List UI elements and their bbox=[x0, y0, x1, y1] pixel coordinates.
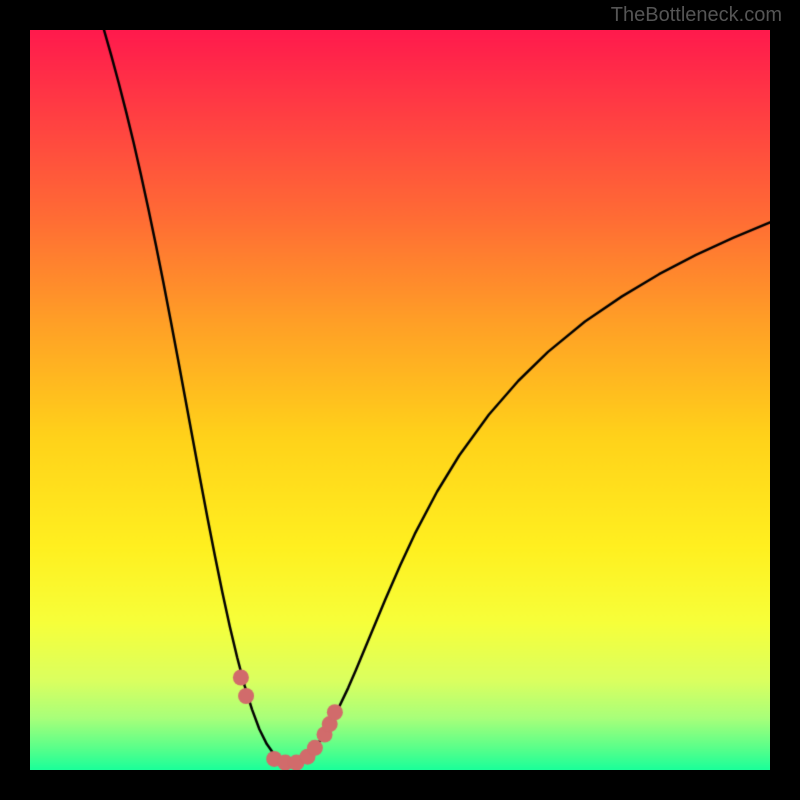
chart-curve-canvas bbox=[30, 30, 770, 770]
watermark-text: TheBottleneck.com bbox=[611, 4, 782, 27]
chart-plot-area bbox=[30, 30, 770, 770]
